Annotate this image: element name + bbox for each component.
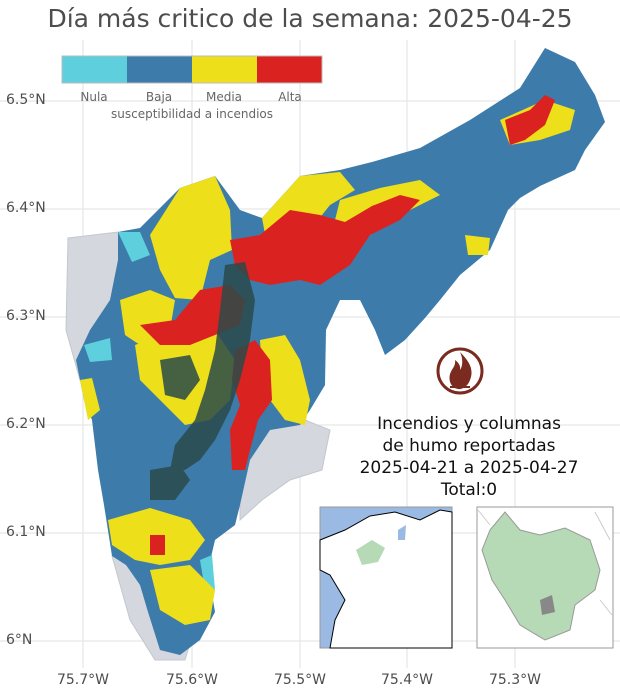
lon-tick: 75.3°W bbox=[488, 672, 541, 688]
legend-label-nula: Nula bbox=[80, 90, 108, 104]
lat-tick: 6.1°N bbox=[6, 524, 46, 540]
fire-icon bbox=[436, 347, 484, 395]
lat-tick: 6.2°N bbox=[6, 416, 46, 432]
fire-report-total: Total:0 bbox=[440, 480, 498, 500]
map-title: Día más critico de la semana: 2025-04-25 bbox=[47, 4, 573, 33]
lon-tick: 75.4°W bbox=[380, 672, 433, 688]
legend-label-baja: Baja bbox=[145, 90, 173, 104]
fire-report-line: de humo reportadas bbox=[382, 436, 556, 456]
legend-label-media: Media bbox=[205, 90, 243, 104]
lat-tick: 6.5°N bbox=[6, 92, 46, 108]
region-nula bbox=[84, 338, 112, 362]
urban-areas bbox=[150, 262, 255, 500]
fire-report-box: Incendios y columnas de humo reportadas … bbox=[340, 413, 598, 501]
inset-regional bbox=[319, 506, 453, 649]
lat-tick: 6°N bbox=[6, 632, 33, 648]
legend-label-alta: Alta bbox=[278, 90, 302, 104]
legend-title: susceptibilidad a incendios bbox=[110, 107, 273, 121]
fire-report-dates: 2025-04-21 a 2025-04-27 bbox=[359, 458, 579, 478]
lon-tick: 75.5°W bbox=[273, 672, 326, 688]
legend-colorbar bbox=[61, 55, 323, 84]
lon-tick: 75.6°W bbox=[165, 672, 218, 688]
susceptibility-region bbox=[76, 48, 605, 655]
lon-tick: 75.7°W bbox=[56, 672, 109, 688]
fire-report-line: Incendios y columnas bbox=[377, 414, 561, 434]
lat-tick: 6.3°N bbox=[6, 308, 46, 324]
lat-tick: 6.4°N bbox=[6, 200, 46, 216]
inset-department bbox=[476, 506, 614, 649]
region-nula bbox=[118, 232, 150, 262]
